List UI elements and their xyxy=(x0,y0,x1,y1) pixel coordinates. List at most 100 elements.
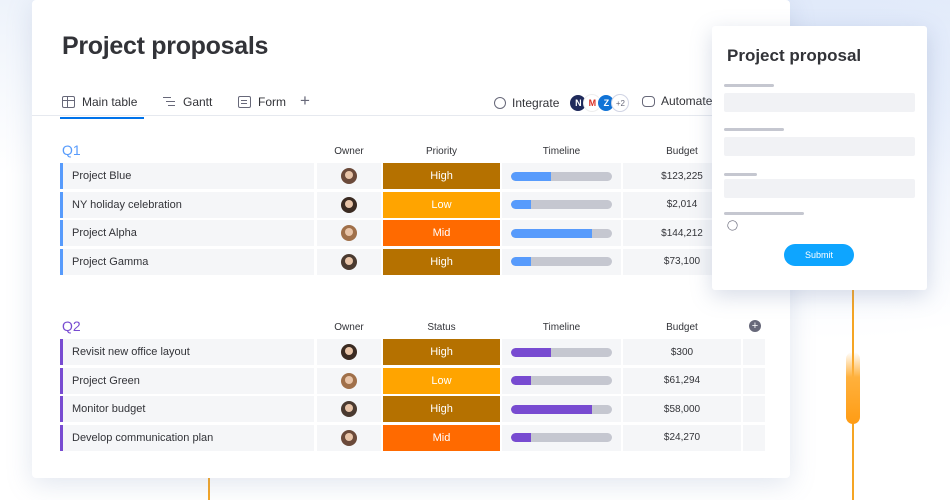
tab-label: Main table xyxy=(82,95,138,109)
gantt-icon xyxy=(163,96,176,108)
timeline-fill xyxy=(511,433,532,442)
owner-cell[interactable] xyxy=(317,248,381,275)
empty-cell[interactable] xyxy=(743,339,765,365)
tab-main-table[interactable]: Main table xyxy=(59,94,145,119)
owner-cell[interactable] xyxy=(317,424,381,451)
owner-cell[interactable] xyxy=(317,396,381,422)
form-title: Project proposal xyxy=(727,46,862,65)
owner-cell[interactable] xyxy=(317,367,381,394)
empty-cell[interactable] xyxy=(743,424,765,451)
submit-button[interactable]: Submit xyxy=(784,244,854,266)
owner-cell[interactable] xyxy=(317,163,381,189)
timeline-cell[interactable] xyxy=(502,339,621,365)
more-apps-badge: +2 xyxy=(611,94,630,112)
form-panel: Project proposal ◯ Submit xyxy=(712,26,927,290)
timeline-fill xyxy=(511,257,532,266)
add-view-button[interactable]: + xyxy=(300,91,310,110)
form-field-label xyxy=(724,128,784,131)
timeline-cell[interactable] xyxy=(502,220,621,246)
group-title[interactable]: Q1 xyxy=(62,142,81,158)
column-header-owner[interactable]: Owner xyxy=(334,322,364,333)
item-name[interactable]: Monitor budget xyxy=(60,396,314,422)
item-name[interactable]: NY holiday celebration xyxy=(60,191,314,218)
plug-icon xyxy=(494,97,506,109)
automate-button[interactable]: Automate xyxy=(642,94,712,108)
timeline-cell[interactable] xyxy=(502,396,621,422)
item-name[interactable]: Project Gamma xyxy=(60,248,314,275)
column-header-budget[interactable]: Budget xyxy=(666,322,698,333)
avatar xyxy=(341,401,357,417)
view-tabs: Main table Gantt Form + Integrate N M Z … xyxy=(32,86,790,119)
column-header-priority[interactable]: Priority xyxy=(425,146,458,157)
timeline-cell[interactable] xyxy=(502,191,621,218)
integrate-button[interactable]: Integrate N M Z +2 xyxy=(494,94,630,112)
page-title: Project proposals xyxy=(62,32,269,60)
timeline-bar xyxy=(511,376,612,385)
form-field-label xyxy=(724,173,757,176)
column-header-timeline[interactable]: Timeline xyxy=(542,146,581,157)
timeline-bar xyxy=(511,347,612,357)
decorative-glow xyxy=(846,352,860,424)
priority-label[interactable]: High xyxy=(383,248,500,275)
avatar xyxy=(341,372,357,389)
form-input[interactable] xyxy=(724,179,915,198)
automate-label: Automate xyxy=(661,94,713,108)
owner-cell[interactable] xyxy=(317,191,381,218)
avatar xyxy=(341,225,357,241)
form-icon xyxy=(238,96,251,108)
add-column-button[interactable]: + xyxy=(749,320,761,332)
robot-icon xyxy=(642,95,655,107)
timeline-bar xyxy=(511,228,612,238)
item-name[interactable]: Project Alpha xyxy=(60,220,314,246)
timeline-fill xyxy=(511,171,552,181)
priority-label[interactable]: High xyxy=(383,163,500,189)
avatar xyxy=(341,429,357,446)
item-name[interactable]: Develop communication plan xyxy=(60,424,314,451)
priority-label[interactable]: Low xyxy=(383,191,500,218)
avatar xyxy=(341,253,357,270)
tab-form[interactable]: Form xyxy=(238,94,286,110)
timeline-cell[interactable] xyxy=(502,248,621,275)
integration-apps: N M Z +2 xyxy=(569,94,630,112)
empty-cell[interactable] xyxy=(743,367,765,394)
column-header-budget[interactable]: Budget xyxy=(666,146,698,157)
tab-gantt[interactable]: Gantt xyxy=(163,94,212,110)
empty-cell[interactable] xyxy=(743,396,765,422)
group-title[interactable]: Q2 xyxy=(62,318,81,334)
timeline-fill xyxy=(511,200,532,209)
tab-label: Form xyxy=(258,95,286,109)
item-name[interactable]: Revisit new office layout xyxy=(60,339,314,365)
priority-label[interactable]: Mid xyxy=(383,424,500,451)
budget-cell[interactable]: $24,270 xyxy=(623,424,741,451)
column-header-timeline[interactable]: Timeline xyxy=(542,322,581,333)
budget-cell[interactable]: $58,000 xyxy=(623,396,741,422)
budget-cell[interactable]: $300 xyxy=(623,339,741,365)
timeline-bar xyxy=(511,404,612,414)
timeline-fill xyxy=(511,376,532,385)
item-name[interactable]: Project Green xyxy=(60,367,314,394)
avatar xyxy=(341,196,357,213)
form-input[interactable] xyxy=(724,93,915,112)
timeline-cell[interactable] xyxy=(502,163,621,189)
timeline-cell[interactable] xyxy=(502,424,621,451)
decorative-line xyxy=(208,478,210,500)
priority-label[interactable]: High xyxy=(383,339,500,365)
priority-label[interactable]: High xyxy=(383,396,500,422)
column-header-priority[interactable]: Status xyxy=(427,322,456,333)
tab-label: Gantt xyxy=(183,95,213,109)
priority-label[interactable]: Low xyxy=(383,367,500,394)
paperclip-icon[interactable]: ◯ xyxy=(724,217,741,234)
timeline-cell[interactable] xyxy=(502,367,621,394)
form-input[interactable] xyxy=(724,137,915,156)
table-icon xyxy=(62,96,75,108)
owner-cell[interactable] xyxy=(317,220,381,246)
column-header-owner[interactable]: Owner xyxy=(334,146,364,157)
budget-cell[interactable]: $61,294 xyxy=(623,367,741,394)
timeline-bar xyxy=(511,433,612,442)
item-name[interactable]: Project Blue xyxy=(60,163,314,189)
timeline-bar xyxy=(511,200,612,209)
owner-cell[interactable] xyxy=(317,339,381,365)
priority-label[interactable]: Mid xyxy=(383,220,500,246)
avatar xyxy=(341,344,357,360)
board: Project proposals Main table Gantt Form … xyxy=(32,0,790,478)
